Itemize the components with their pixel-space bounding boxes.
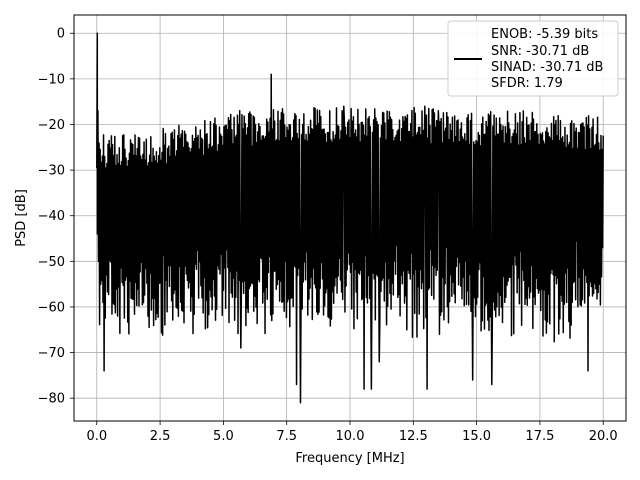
y-tick-label: −10 (38, 72, 65, 87)
x-tick-label: 15.0 (462, 429, 491, 444)
legend-enob: ENOB: -5.39 bits (491, 27, 598, 42)
legend-sfdr: SFDR: 1.79 (491, 76, 563, 91)
x-tick-label: 2.5 (150, 429, 171, 444)
legend: ENOB: -5.39 bits SNR: -30.71 dB SINAD: -… (447, 20, 619, 97)
x-tick-label: 20.0 (589, 429, 618, 444)
axis-ticks: 0.0 2.5 5.0 7.5 10.0 12.5 15.0 17.5 20.0 0 −10 −20 −… (38, 27, 618, 444)
y-tick-label: −60 (38, 300, 65, 315)
x-tick-label: 12.5 (399, 429, 428, 444)
x-tick-label: 0.0 (86, 429, 107, 444)
legend-snr: SNR: -30.71 dB (491, 44, 589, 59)
legend-sinad: SINAD: -30.71 dB (491, 60, 603, 75)
plot-frame (73, 14, 627, 422)
legend-box (447, 20, 619, 97)
x-axis-label: Frequency [MHz] (295, 451, 404, 466)
x-tick-label: 17.5 (525, 429, 554, 444)
x-tick-label: 5.0 (213, 429, 234, 444)
y-tick-label: −30 (38, 164, 65, 179)
psd-line (96, 32, 604, 404)
y-tick-label: −70 (38, 346, 65, 361)
y-tick-label: −80 (38, 392, 65, 407)
x-tick-label: 7.5 (276, 429, 297, 444)
y-axis-label: PSD [dB] (14, 189, 29, 247)
y-tick-label: −50 (38, 255, 65, 270)
x-tick-label: 10.0 (336, 429, 365, 444)
y-tick-label: −20 (38, 118, 65, 133)
psd-series (96, 32, 604, 404)
y-tick-label: −40 (38, 209, 65, 224)
y-tick-label: 0 (57, 27, 65, 42)
